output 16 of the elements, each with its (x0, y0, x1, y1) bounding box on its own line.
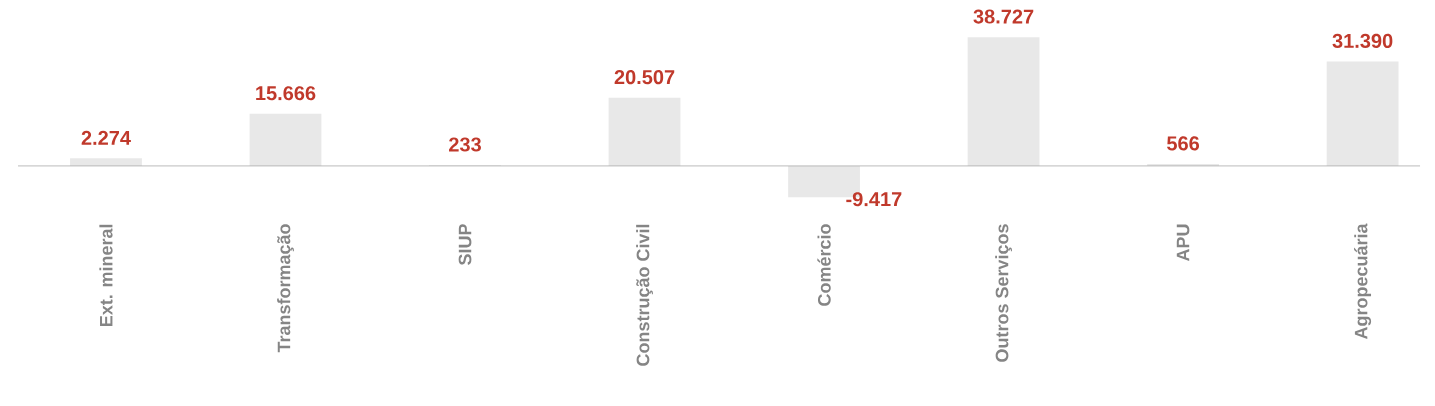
x-tick-label: Outros Serviços (995, 224, 1012, 362)
data-label: 38.727 (973, 9, 1034, 24)
x-tick-label: Agropecuária (1354, 223, 1372, 340)
x-tick-label: Comércio (817, 224, 831, 306)
x-tick-label: APU (1176, 224, 1190, 262)
data-label: -9.417 (846, 192, 902, 207)
x-tick-label: Ext. mineral (99, 224, 113, 327)
x-tick-label: Transformação (277, 224, 294, 353)
data-label: 233 (449, 137, 481, 152)
data-label: 20.507 (614, 70, 675, 85)
x-tick-label: Construção Civil (636, 224, 653, 366)
data-label: 566 (1167, 136, 1200, 151)
data-label: 15.666 (256, 86, 316, 101)
data-label: 2.274 (81, 130, 131, 145)
x-tick-label: SIUP (458, 224, 472, 266)
data-label: 31.390 (1332, 33, 1393, 49)
